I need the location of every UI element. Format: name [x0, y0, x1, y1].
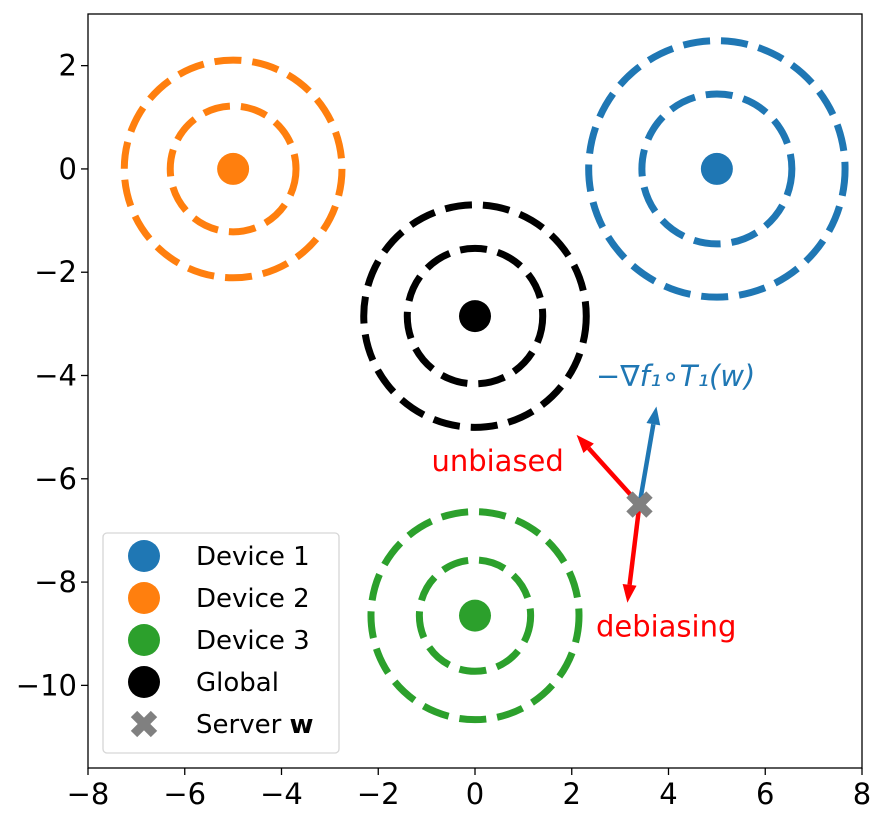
arrow-head [622, 584, 637, 603]
point-server-w [626, 491, 653, 518]
ring-device-1-inner [638, 90, 796, 248]
y-tick-label: 0 [59, 152, 77, 186]
x-axis: −8 −6 −4 −2 0 2 4 6 8 [67, 768, 871, 811]
x-tick-label: 8 [853, 777, 871, 811]
point-device-3 [459, 599, 491, 632]
legend-label-global: Global [196, 668, 279, 698]
y-tick-label: −6 [34, 462, 77, 496]
x-tick-label: −4 [260, 777, 303, 811]
arrow-shaft [637, 423, 656, 505]
point-global [459, 300, 491, 333]
ring-global-inner [403, 244, 547, 388]
y-tick-label: 2 [59, 49, 77, 83]
point-device-2 [217, 152, 250, 185]
legend-label-device-3: Device 3 [196, 626, 310, 656]
arrow-shaft [627, 504, 642, 586]
annotation-debiasing: debiasing [596, 609, 736, 643]
legend-label-device-2: Device 2 [196, 584, 310, 614]
x-tick-label: 0 [466, 777, 484, 811]
x-tick-label: 2 [563, 777, 581, 811]
ring-device-2-outer [120, 56, 346, 282]
x-tick-label: 4 [659, 777, 677, 811]
annotation-gradient: −∇f₁∘T₁(w) [596, 359, 755, 393]
point-device-1 [700, 152, 733, 185]
point-layer [217, 152, 733, 632]
legend-marker-server-w [130, 710, 158, 738]
y-axis: 2 0 −2 −4 −6 −8 −10 [16, 49, 88, 702]
ring-device-2-inner [166, 102, 300, 236]
y-tick-label: −10 [16, 668, 77, 702]
legend-label-server-w: Server w [196, 710, 314, 740]
legend-marker-device-1 [128, 540, 160, 572]
y-tick-label: −4 [34, 359, 77, 393]
arrow-debiasing [622, 504, 642, 603]
x-tick-label: −2 [357, 777, 400, 811]
legend: Device 1 Device 2 Device 3 Global Server w [102, 532, 340, 754]
legend-marker-global [128, 666, 160, 698]
ring-global-outer [360, 201, 590, 431]
arrow-gradient [637, 406, 661, 505]
ring-device-1-outer [585, 37, 849, 301]
ring-device-3-outer [367, 508, 583, 724]
annotation-layer: −∇f₁∘T₁(w) unbiased debiasing [431, 359, 755, 643]
x-tick-label: 6 [756, 777, 774, 811]
x-tick-label: −6 [163, 777, 206, 811]
arrow-layer [576, 406, 661, 603]
x-tick-label: −8 [67, 777, 110, 811]
annotation-unbiased: unbiased [431, 444, 563, 478]
ring-device-3-inner [415, 556, 535, 675]
legend-box [102, 532, 340, 754]
ring-layer [120, 37, 849, 724]
arrow-head [646, 406, 661, 426]
arrow-head [576, 434, 594, 453]
y-tick-label: −8 [34, 565, 77, 599]
y-tick-label: −2 [34, 255, 77, 289]
legend-marker-device-2 [128, 582, 160, 614]
legend-marker-device-3 [128, 624, 160, 656]
legend-label-device-1: Device 1 [196, 542, 310, 572]
